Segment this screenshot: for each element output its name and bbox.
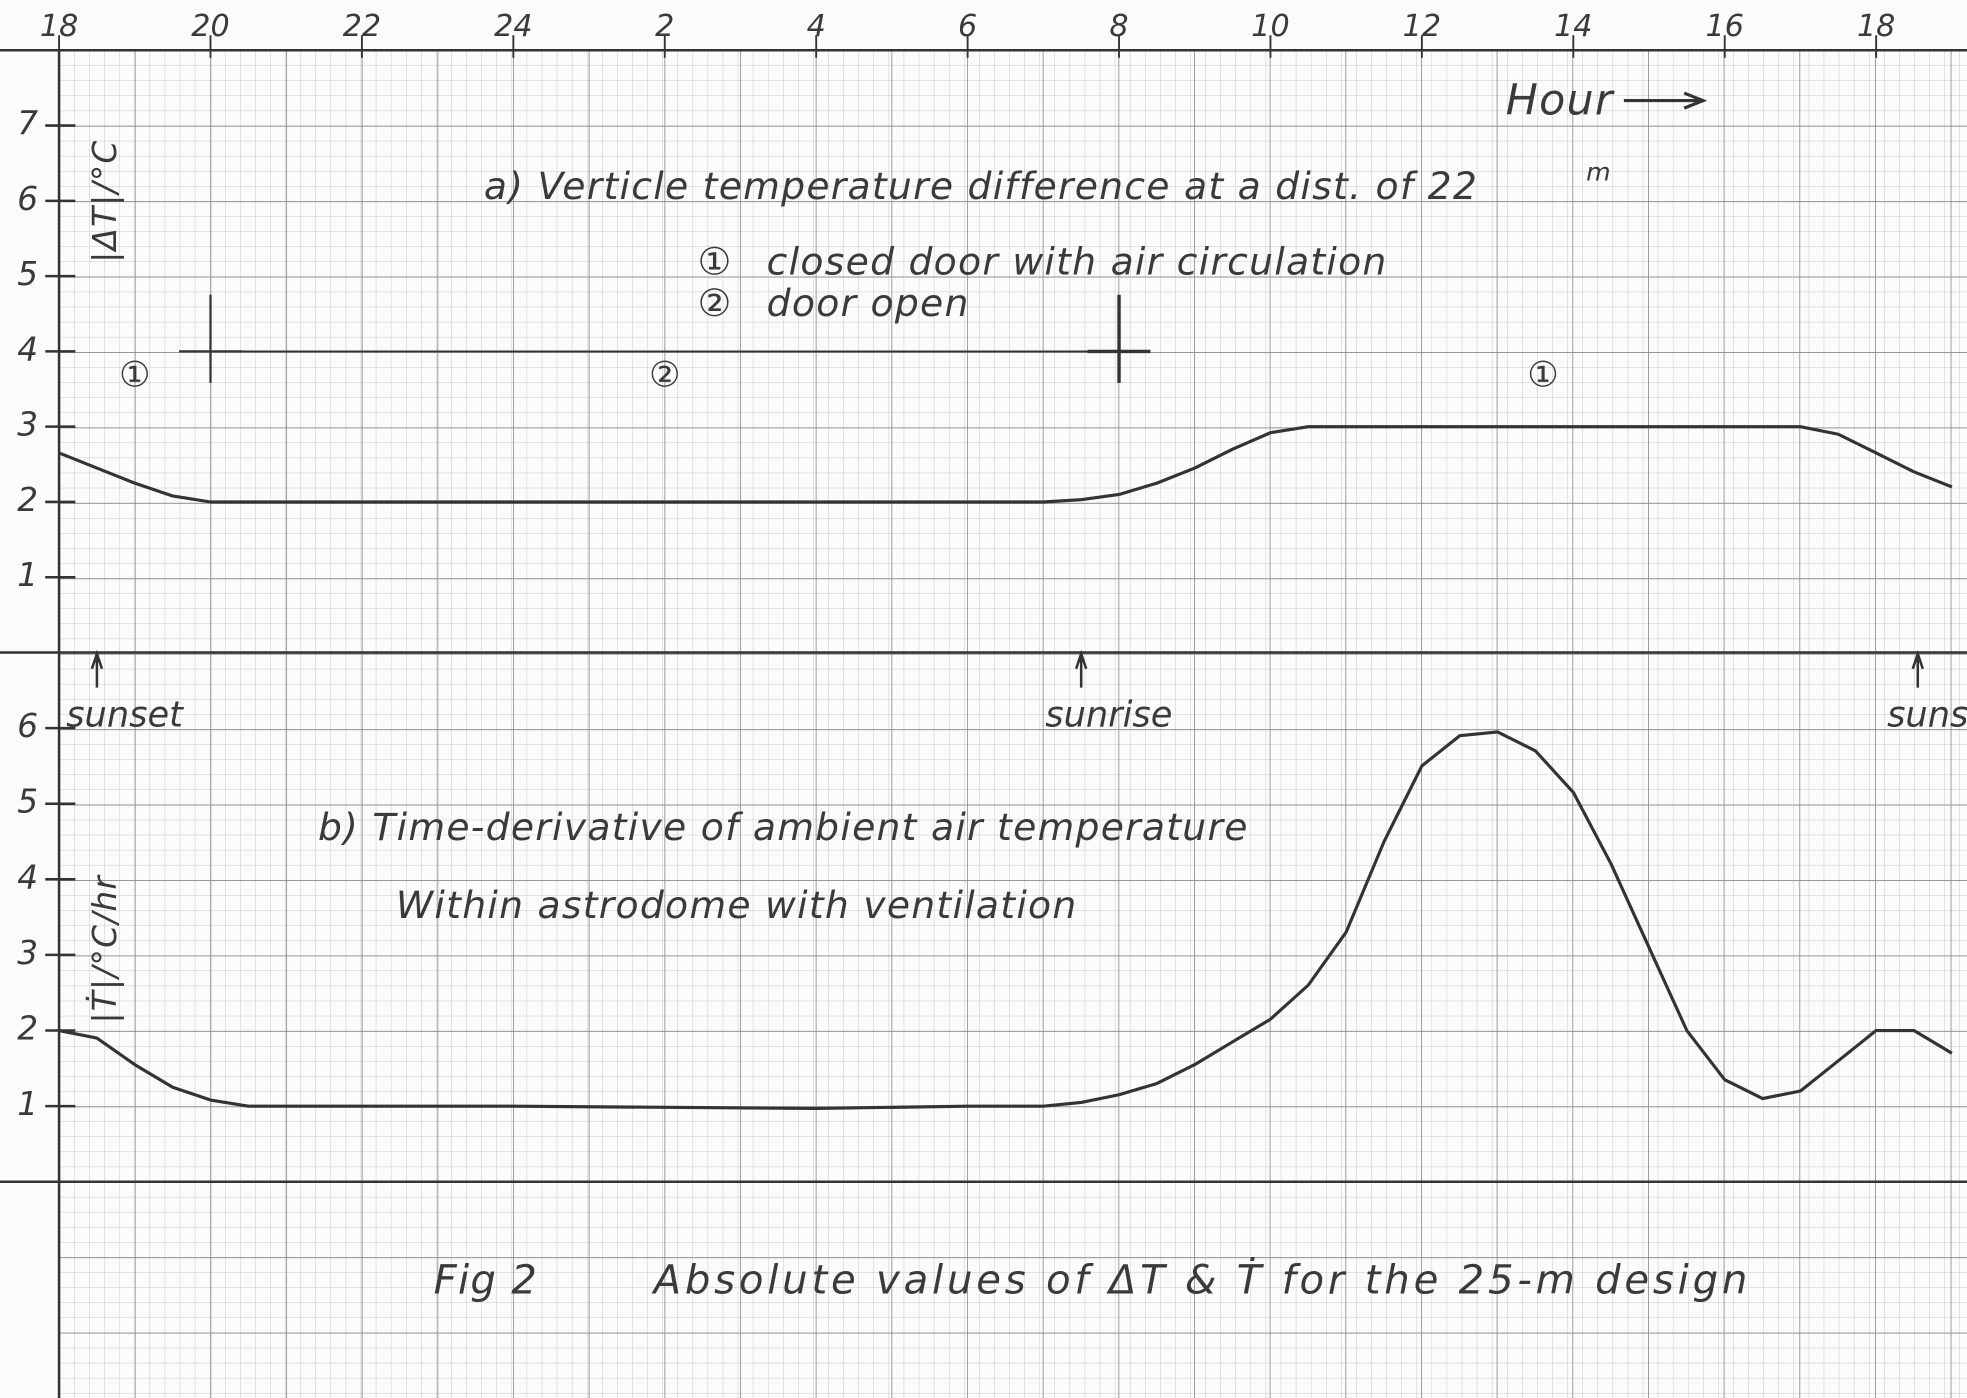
x-tick-label: 10 [1251, 9, 1289, 44]
y-tick-label: 1 [17, 556, 38, 594]
x-tick-label: 24 [494, 9, 532, 44]
legend-marker: ② [698, 281, 733, 325]
y-tick-label: 5 [17, 783, 38, 821]
x-tick-label: 18 [40, 9, 78, 44]
page: a) Verticle temperature difference at a … [0, 0, 1967, 1398]
event-label: sunset [1887, 695, 1967, 736]
x-tick-label: 18 [1857, 9, 1895, 44]
y-tick-label: 2 [17, 481, 38, 519]
x-tick-label: 14 [1554, 9, 1592, 44]
y-tick-label: 4 [17, 330, 38, 368]
region-label: ① [119, 355, 151, 396]
y-tick-label: 4 [17, 858, 38, 896]
x-tick-label: 4 [807, 9, 826, 44]
y-tick-label: 7 [17, 105, 38, 143]
x-tick-label: 22 [343, 9, 381, 44]
y-tick-label: 1 [17, 1085, 38, 1123]
x-tick-label: 16 [1706, 9, 1744, 44]
chart-title: a) Verticle temperature difference at a … [484, 164, 1478, 208]
x-tick-label: 2 [655, 9, 674, 44]
chart: a) Verticle temperature difference at a … [0, 0, 1967, 1398]
y-tick-label: 2 [17, 1010, 38, 1048]
x-axis-label: Hour [1506, 76, 1615, 126]
y-tick-label: 5 [17, 255, 38, 293]
y-axis-label: |Ṫ|/°C/hr [86, 874, 124, 1024]
legend-label: closed door with air circulation [767, 240, 1388, 284]
region-label: ① [1527, 355, 1559, 396]
region-label: ② [649, 355, 681, 396]
x-tick-label: 20 [191, 9, 229, 44]
y-axis-label: |ΔT|/°C [86, 140, 124, 263]
y-tick-label: 6 [17, 180, 38, 218]
chart-title: b) Time-derivative of ambient air temper… [318, 805, 1249, 849]
x-tick-label: 6 [958, 9, 977, 44]
figure-caption: Absolute values of ΔT & Ṫ for the 25-m d… [651, 1255, 1752, 1303]
title-superscript: m [1586, 157, 1610, 186]
x-tick-label: 8 [1109, 9, 1128, 44]
y-tick-label: 3 [17, 406, 38, 444]
event-label: sunrise [1045, 695, 1172, 736]
y-tick-label: 6 [17, 707, 38, 745]
legend-label: door open [767, 281, 970, 325]
x-tick-label: 12 [1403, 9, 1441, 44]
figure-label: Fig 2 [434, 1257, 538, 1303]
chart-subtitle: Within astrodome with ventilation [396, 883, 1078, 927]
y-tick-label: 3 [17, 934, 38, 972]
legend-marker: ① [698, 240, 733, 284]
event-label: sunset [66, 695, 184, 736]
